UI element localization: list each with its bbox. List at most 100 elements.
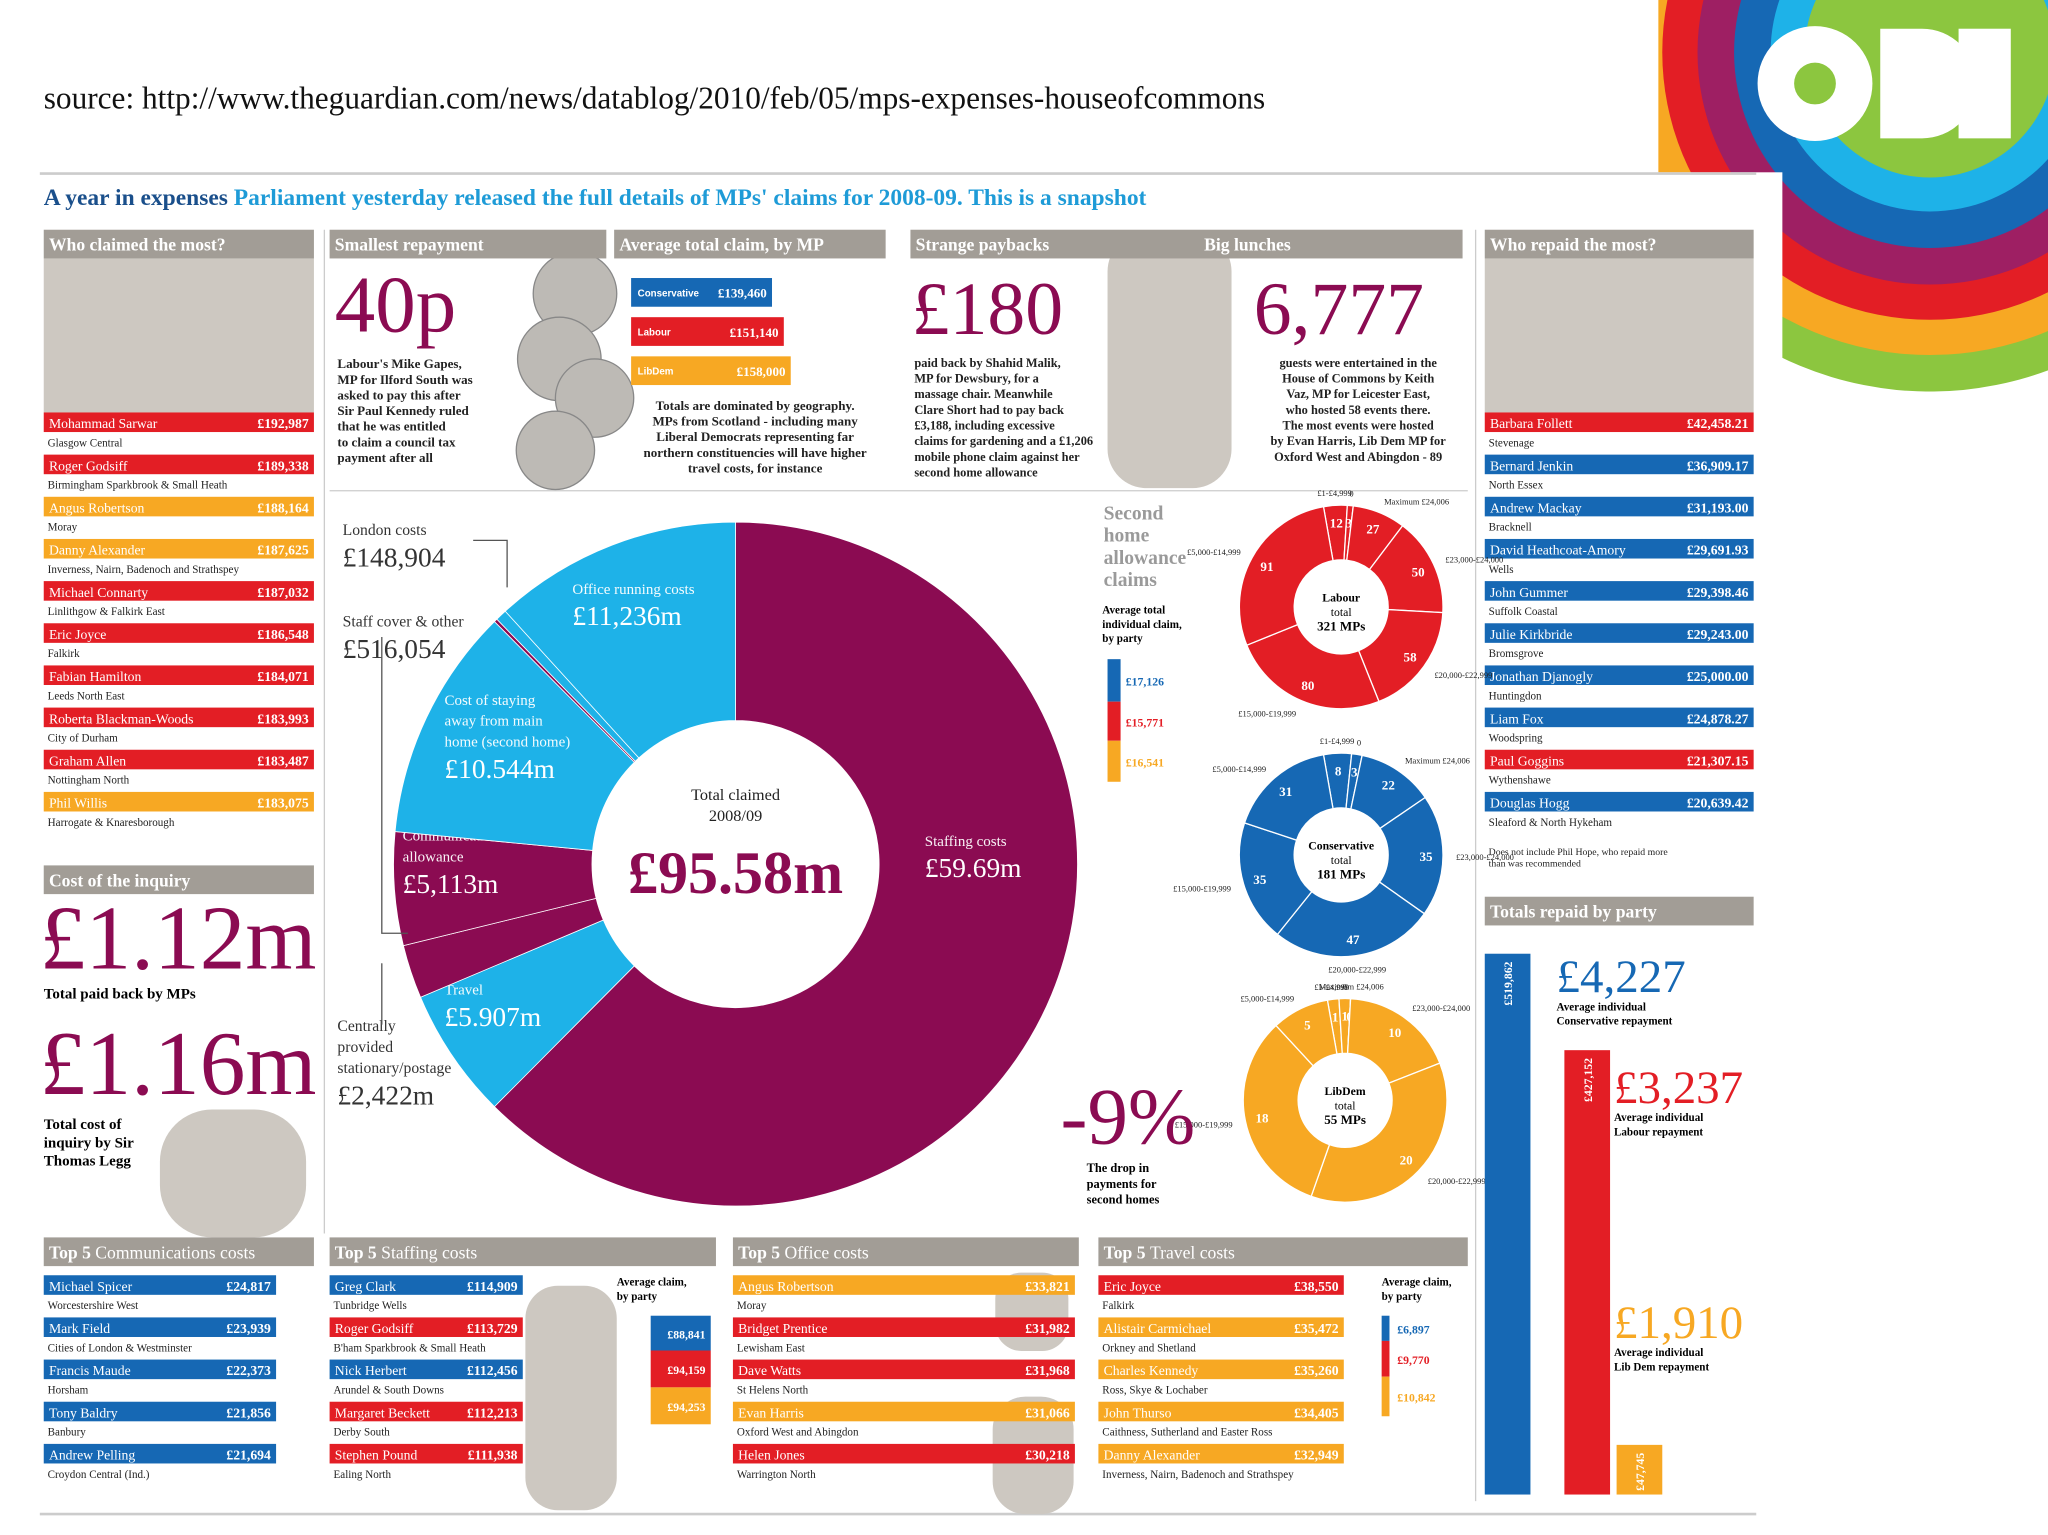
row-name: Alistair Carmichael (1104, 1321, 1212, 1336)
segment-range: £20,000-£22,999 (1428, 1176, 1486, 1186)
segment-range: 0 (1357, 737, 1361, 747)
text-line: Conservative repayment (1557, 1016, 1673, 1028)
text-line: Vaz, MP for Leicester East, (1286, 387, 1430, 401)
bar-label: £427,152 (1582, 1058, 1595, 1102)
row-bar (1098, 1317, 1344, 1337)
avg-bar (1381, 1340, 1390, 1377)
donut-center: 2008/09 (709, 806, 762, 825)
title-rest: Communications costs (95, 1242, 255, 1262)
text-line: paid back by Shahid Malik, (914, 356, 1060, 370)
donut-center: Labour (1322, 592, 1360, 605)
text-line: by Evan Harris, Lib Dem MP for (1271, 434, 1447, 448)
segment-name: Travel (444, 983, 483, 999)
row-name: Graham Allen (49, 753, 126, 768)
big-number: £4,227 (1557, 951, 1686, 1003)
segment-count: 3 (1346, 516, 1353, 531)
avg-label: £15,771 (1126, 716, 1164, 729)
row-amount: £32,949 (1294, 1448, 1339, 1463)
text-line: Totals are dominated by geography. (656, 398, 855, 413)
section-title: Who claimed the most? (49, 235, 226, 255)
row-name: Greg Clark (335, 1279, 396, 1294)
section-header (910, 229, 1463, 259)
bar-label: £151,140 (730, 325, 779, 340)
row-bar (1484, 454, 1754, 475)
row-name: John Thurso (1104, 1405, 1172, 1420)
row-area: Oxford West and Abingdon (737, 1427, 859, 1439)
row-amount: £21,856 (226, 1405, 271, 1420)
segment-count: 18 (1255, 1111, 1269, 1126)
row-name: Eric Joyce (1104, 1279, 1161, 1294)
avg-bar (650, 1350, 711, 1388)
bar-party: LibDem (638, 367, 674, 378)
text-line: massage chair. Meanwhile (914, 387, 1053, 401)
segment-range: £15,000-£19,999 (1175, 1119, 1233, 1129)
row-area: Sleaford & North Hykeham (1489, 817, 1613, 829)
row-name: Andrew Pelling (49, 1448, 135, 1463)
text-line: guests were entertained in the (1279, 356, 1437, 370)
row-amount: £22,373 (226, 1363, 271, 1378)
donut-segment (1242, 1024, 1331, 1198)
row-bar (43, 538, 314, 559)
section-title: Big lunches (1204, 235, 1291, 255)
row-bar (43, 707, 314, 728)
text-line: Thomas Legg (44, 1154, 132, 1170)
bar (1484, 953, 1531, 1495)
row-name: Tony Baldry (49, 1405, 118, 1420)
row-name: Angus Robertson (738, 1279, 834, 1294)
segment-value: £10.544m (444, 754, 554, 784)
text-line: individual claim, (1102, 619, 1182, 631)
segment-name: London costs (343, 522, 427, 539)
text-line: Does not include Phil Hope, who repaid m… (1489, 847, 1668, 858)
row-name: Douglas Hogg (1490, 796, 1570, 811)
row-name: Bernard Jenkin (1490, 458, 1573, 473)
text-line: The most events were hosted (1283, 418, 1434, 432)
row-bar (1484, 665, 1754, 686)
row-bar (1484, 581, 1754, 601)
row-area: Moray (48, 522, 78, 534)
row-amount: £35,260 (1294, 1363, 1339, 1378)
segment-range: £20,000-£22,999 (1434, 670, 1492, 680)
segment-range: £1-£4,999 (1317, 488, 1352, 498)
bar-label: £47,745 (1634, 1453, 1647, 1491)
segment-count: 8 (1335, 763, 1342, 778)
segment-count: 22 (1382, 778, 1395, 793)
title-bold: Top 5 (335, 1242, 377, 1262)
row-amount: £183,993 (257, 711, 308, 726)
row-bar (1484, 412, 1754, 433)
section-title: Strange paybacks (916, 235, 1050, 255)
segment-name: away from main (444, 714, 543, 730)
donut-center: 55 MPs (1324, 1112, 1366, 1127)
row-amount: £24,817 (226, 1279, 271, 1294)
row-bar (43, 454, 314, 475)
row-name: Danny Alexander (1104, 1448, 1201, 1463)
row-amount: £31,982 (1025, 1321, 1070, 1336)
row-amount: £35,472 (1294, 1321, 1339, 1336)
text-line: by party (617, 1291, 658, 1303)
row-amount: £29,398.46 (1687, 585, 1749, 600)
text-line: second homes (1087, 1192, 1160, 1206)
row-bar (1098, 1401, 1344, 1422)
coins (515, 251, 635, 491)
segment-name: provided (337, 1039, 393, 1056)
big-number: 6,777 (1254, 268, 1424, 351)
bar (631, 356, 791, 386)
row-bar (329, 1275, 523, 1295)
row-name: Francis Maude (49, 1363, 131, 1378)
segment-count: 35 (1419, 849, 1433, 864)
section-title: Smallest repayment (335, 235, 484, 255)
row-bar (43, 665, 314, 686)
segment-range: £5,000-£14,999 (1240, 993, 1294, 1003)
text-line: Labour's Mike Gapes, (337, 356, 461, 371)
row-amount: £186,548 (257, 627, 308, 642)
row-amount: £112,456 (467, 1363, 518, 1378)
row-amount: £188,164 (257, 500, 308, 515)
row-area: Inverness, Nairn, Badenoch and Strathspe… (1102, 1469, 1294, 1481)
row-name: Nick Herbert (335, 1363, 407, 1378)
row-area: Stevenage (1489, 437, 1535, 449)
segment-count: 1 (1342, 1009, 1349, 1024)
text-line: Average claim, (617, 1277, 687, 1289)
avg-label: £16,541 (1126, 756, 1164, 769)
segment-name: home (second home) (444, 735, 570, 751)
section-title: Second (1104, 503, 1164, 524)
